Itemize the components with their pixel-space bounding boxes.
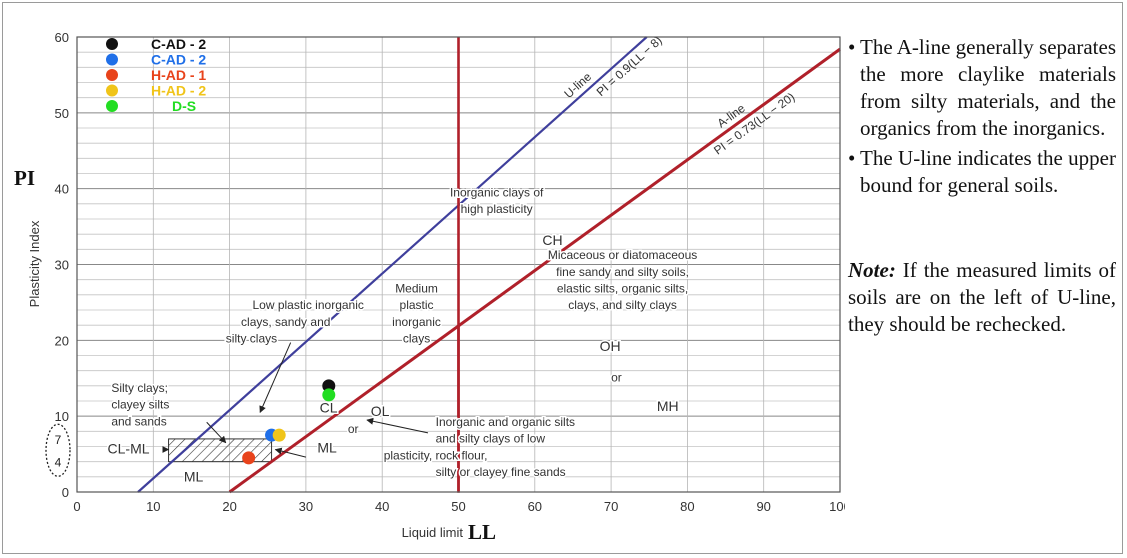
region-label: silty or clayey fine sands	[436, 465, 566, 479]
legend-marker	[106, 84, 118, 97]
region-label: clayey silts	[111, 398, 169, 412]
note-recheck: Note: If the measured limits of soils ar…	[848, 257, 1116, 338]
y-tick-label: 10	[55, 409, 69, 424]
region-label: or	[611, 370, 622, 384]
legend-label: H-AD - 2	[151, 83, 206, 99]
x-tick-label: 0	[73, 499, 80, 514]
x-axis-title: LL	[468, 520, 496, 544]
x-tick-label: 10	[146, 499, 160, 514]
region-label: clays, and silty clays	[568, 298, 677, 312]
extra-y-tick-label: 4	[55, 456, 62, 470]
region-label: CH	[542, 232, 562, 248]
y-tick-label: 40	[55, 182, 69, 197]
note-label: Note:	[848, 258, 896, 282]
u-line-equation: PI = 0.9(LL − 8)	[594, 33, 665, 99]
region-label: high plasticity	[461, 202, 533, 216]
region-label: silty clays	[226, 332, 277, 346]
y-tick-label: 30	[55, 258, 69, 273]
data-point	[272, 428, 286, 442]
legend-marker	[106, 38, 118, 50]
legend-marker	[106, 53, 118, 66]
x-tick-label: 30	[299, 499, 313, 514]
region-label: Micaceous or diatomaceous	[548, 248, 697, 262]
y-axis-title: PI	[14, 166, 35, 190]
note-bullet-u-line: The U-line indicates the upper bound for…	[848, 145, 1116, 199]
region-label: MH	[657, 398, 679, 414]
x-axis-label: Liquid limit	[402, 525, 464, 540]
region-label: elastic silts, organic silts,	[557, 282, 688, 296]
y-tick-label: 0	[62, 485, 69, 500]
region-label: ML	[317, 440, 337, 456]
x-tick-label: 100	[829, 499, 845, 514]
data-point	[242, 451, 256, 465]
x-tick-label: 80	[680, 499, 694, 514]
legend-label: D-S	[172, 98, 196, 114]
a-line	[228, 47, 841, 494]
region-label: Medium	[395, 282, 438, 296]
region-label: Low plastic inorganic	[252, 298, 363, 312]
u-line	[137, 36, 648, 493]
region-label: OH	[600, 338, 621, 354]
region-label: Silty clays;	[111, 381, 168, 395]
legend-label: C-AD - 2	[151, 52, 206, 68]
u-line-label: U-line	[561, 69, 594, 101]
y-tick-label: 60	[55, 30, 69, 45]
region-label: inorganic	[392, 315, 441, 329]
notes-panel: The A-line generally separates the more …	[848, 34, 1116, 338]
pointer-arrow	[274, 447, 307, 458]
region-label: clays, sandy and	[241, 315, 330, 329]
note-text: If the measured limits of soils are on t…	[848, 258, 1116, 336]
pointer-arrow	[259, 342, 292, 414]
region-label: Inorganic clays of	[450, 185, 544, 199]
region-label: OL	[371, 403, 390, 419]
x-tick-label: 40	[375, 499, 389, 514]
region-label: plastic	[400, 298, 434, 312]
extra-ticks-oval	[45, 423, 71, 477]
region-label: and sands	[111, 414, 166, 428]
region-label: clays	[403, 332, 430, 346]
legend-label: C-AD - 2	[151, 36, 206, 52]
x-tick-label: 90	[756, 499, 770, 514]
x-tick-label: 50	[451, 499, 465, 514]
extra-y-tick-label: 7	[55, 433, 62, 447]
plot-border	[76, 36, 841, 493]
legend-marker	[106, 100, 118, 112]
region-label: or	[348, 422, 359, 436]
legend-label: H-AD - 1	[151, 67, 206, 83]
x-tick-label: 20	[222, 499, 236, 514]
y-tick-label: 50	[55, 106, 69, 121]
region-label: ML	[184, 468, 204, 484]
y-tick-label: 20	[55, 333, 69, 348]
data-point	[322, 379, 336, 393]
pointer-arrow	[206, 421, 227, 444]
region-label: fine sandy and silty soils,	[556, 265, 689, 279]
region-label: plasticity, rock flour,	[384, 448, 488, 462]
pointer-arrow	[366, 417, 429, 434]
data-point	[322, 388, 336, 402]
region-label: and silty clays of low	[436, 432, 546, 446]
x-tick-label: 60	[528, 499, 542, 514]
region-label: Inorganic and organic silts	[436, 415, 575, 429]
region-label: CL-ML	[108, 440, 150, 456]
legend-marker	[106, 69, 118, 81]
x-tick-label: 70	[604, 499, 618, 514]
region-label: CL	[320, 399, 338, 415]
y-axis-label: Plasticity Index	[27, 220, 42, 307]
note-bullet-a-line: The A-line generally separates the more …	[848, 34, 1116, 142]
